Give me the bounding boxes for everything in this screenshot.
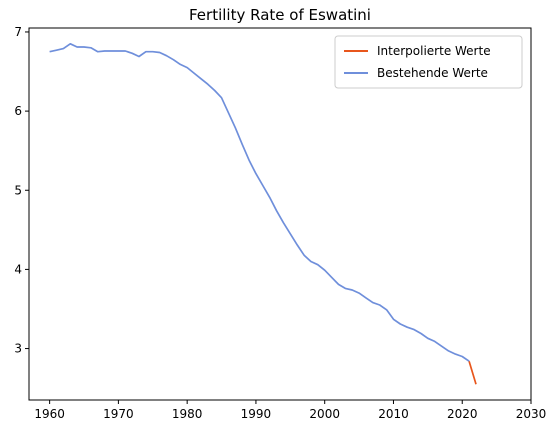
series-layer	[49, 42, 477, 385]
x-tick-label: 1990	[241, 407, 272, 421]
x-tick-label: 2010	[378, 407, 409, 421]
x-tick-label: 1970	[103, 407, 134, 421]
legend-box	[334, 35, 523, 89]
series-line-0	[468, 360, 477, 385]
chart-title: Fertility Rate of Eswatini	[189, 6, 371, 24]
x-tick-label: 2030	[516, 407, 547, 421]
plot-frame	[28, 27, 532, 401]
y-tick-label: 7	[14, 25, 22, 39]
x-axis: 1960 1970 1980 1990 2000 2010 2020 2030	[34, 400, 546, 421]
x-tick-label: 1980	[172, 407, 203, 421]
x-tick-label: 1960	[34, 407, 65, 421]
y-tick-label: 5	[14, 183, 22, 197]
legend: Interpolierte Werte Bestehende Werte	[334, 35, 523, 89]
legend-label: Interpolierte Werte	[377, 44, 491, 58]
legend-label: Bestehende Werte	[377, 66, 488, 80]
series-line-1	[49, 42, 470, 362]
x-tick-label: 2020	[447, 407, 478, 421]
y-tick-label: 4	[14, 262, 22, 276]
y-tick-label: 3	[14, 342, 22, 356]
y-tick-label: 6	[14, 104, 22, 118]
y-axis: 3 4 5 6 7	[14, 25, 29, 356]
x-tick-label: 2000	[309, 407, 340, 421]
